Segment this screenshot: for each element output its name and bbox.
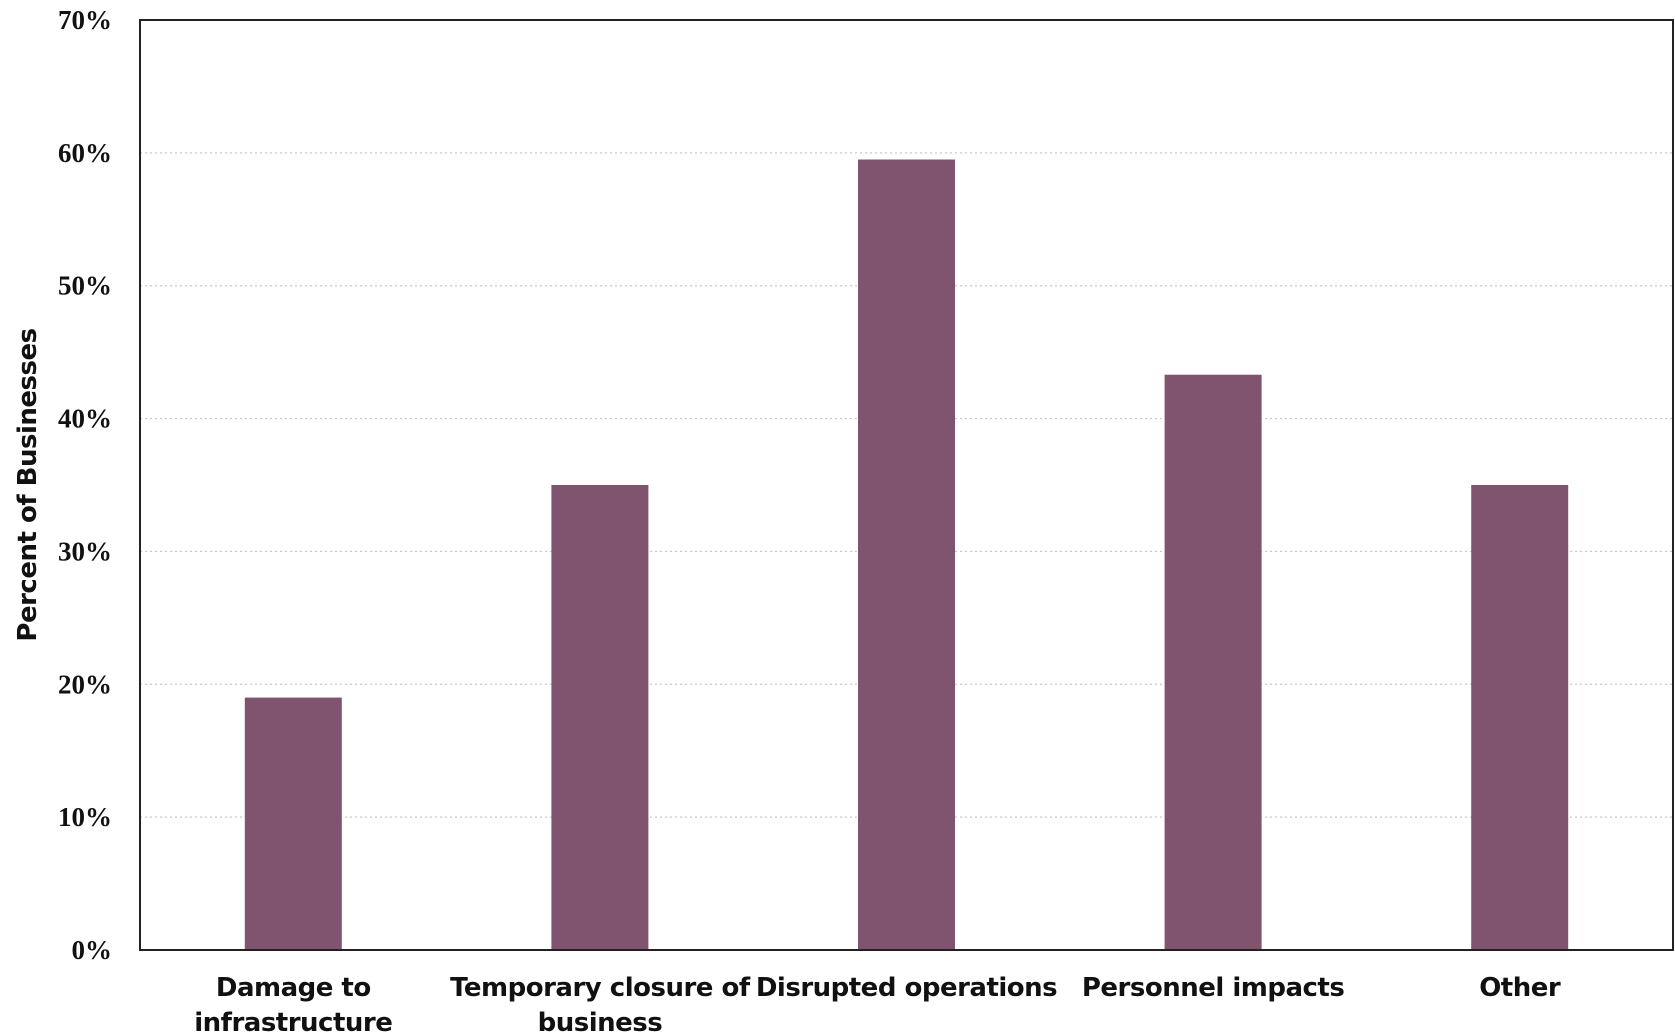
bar	[1164, 374, 1262, 950]
y-tick-label: 40%	[58, 404, 112, 434]
x-category-label: Damage to	[216, 973, 371, 1003]
y-axis-ticks: 0% 10% 20% 30% 40% 50% 60% 70%	[58, 5, 112, 965]
bar	[551, 485, 649, 950]
y-tick-label: 30%	[58, 536, 112, 566]
y-tick-label: 10%	[58, 802, 112, 832]
y-tick-label: 60%	[58, 138, 112, 168]
x-category-label: business	[538, 1008, 663, 1033]
x-category-label: Other	[1479, 973, 1561, 1003]
bar	[244, 697, 342, 950]
x-category-label: Disrupted operations	[756, 973, 1057, 1003]
x-category-label: Temporary closure of	[450, 973, 751, 1003]
x-category-label: infrastructure	[194, 1008, 392, 1033]
y-tick-label: 0%	[72, 935, 113, 965]
bar	[1471, 485, 1569, 950]
bars	[244, 159, 1569, 950]
y-tick-label: 50%	[58, 271, 112, 301]
y-axis-label: Percent of Businesses	[13, 328, 43, 641]
y-tick-label: 70%	[58, 5, 112, 35]
x-category-label: Personnel impacts	[1082, 973, 1344, 1003]
plot-frame	[139, 19, 1674, 951]
x-axis-category-labels: Damage to infrastructure Temporary closure…	[194, 973, 1561, 1033]
bar	[858, 159, 955, 950]
y-tick-label: 20%	[58, 669, 112, 699]
